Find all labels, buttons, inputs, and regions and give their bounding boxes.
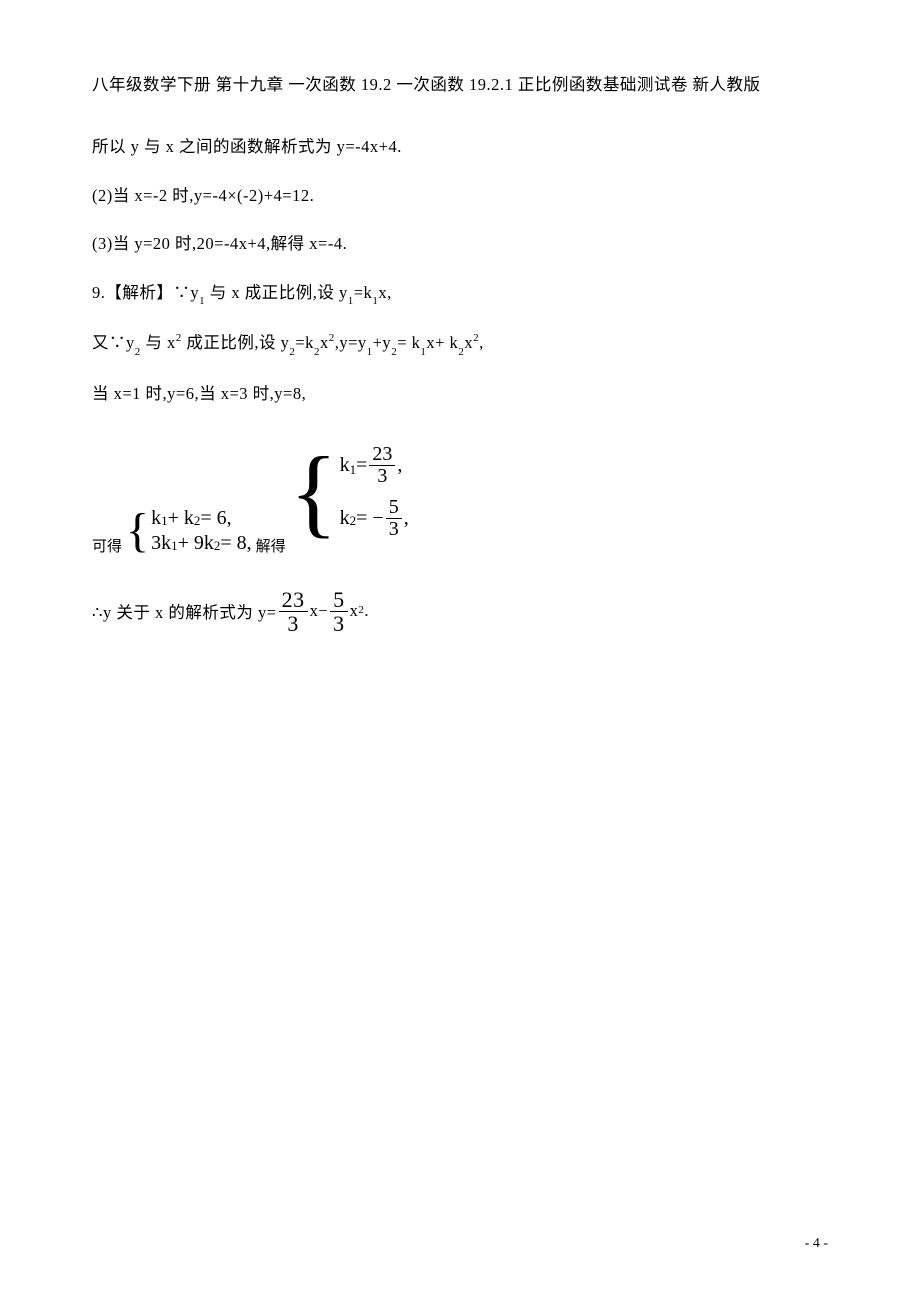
text: = 8, <box>220 531 251 556</box>
numerator: 5 <box>330 588 348 612</box>
text: x <box>320 333 329 352</box>
text: = − <box>356 507 384 529</box>
subscript: 2 <box>289 346 295 358</box>
text-mid: 解得 <box>256 535 286 560</box>
text: x <box>350 601 359 621</box>
denominator: 3 <box>330 612 348 635</box>
page-header: 八年级数学下册 第十九章 一次函数 19.2 一次函数 19.2.1 正比例函数… <box>92 72 828 98</box>
subscript: 2 <box>314 346 320 358</box>
text: 3k <box>151 531 171 556</box>
text: , <box>404 507 409 529</box>
text: = k <box>397 333 420 352</box>
text: x <box>464 333 473 352</box>
subscript: 2 <box>350 514 357 528</box>
text: = 6, <box>200 506 231 531</box>
text: k <box>151 506 161 531</box>
fraction: 23 3 <box>279 588 308 635</box>
subscript: 2 <box>194 513 201 529</box>
equation-row: k1 = 23 3 , <box>340 444 409 487</box>
superscript: 2 <box>473 332 479 344</box>
body-line-3: (3)当 y=20 时,20=-4x+4,解得 x=-4. <box>92 231 828 257</box>
subscript: 1 <box>420 346 426 358</box>
superscript: 2 <box>329 332 335 344</box>
subscript: 2 <box>458 346 464 358</box>
subscript: 1 <box>348 295 354 307</box>
numerator: 23 <box>369 444 395 466</box>
text: x− <box>310 601 329 621</box>
brace-icon: { <box>290 450 338 534</box>
denominator: 3 <box>386 519 402 540</box>
text: . <box>364 601 369 621</box>
subscript: 1 <box>199 295 205 307</box>
subscript: 2 <box>391 346 397 358</box>
fraction: 5 3 <box>330 588 348 635</box>
subscript: 1 <box>350 463 357 477</box>
body-line-4: 9.【解析】∵y1 与 x 成正比例,设 y1=k1x, <box>92 280 828 309</box>
equation-row: 3k1 + 9k2 = 8, <box>151 531 252 556</box>
text: + 9k <box>178 531 214 556</box>
segment: ∴y 关于 x 的解析式为 y= 23 3 x− 5 3 x2. <box>92 588 369 635</box>
denominator: 3 <box>284 612 302 635</box>
numerator: 23 <box>279 588 308 612</box>
text: +y <box>373 333 392 352</box>
text: , <box>397 454 402 476</box>
final-line: ∴y 关于 x 的解析式为 y= 23 3 x− 5 3 x2. <box>92 588 828 635</box>
text: x, <box>378 283 391 302</box>
fraction: 23 3 <box>369 444 395 487</box>
superscript: 2 <box>176 332 182 344</box>
equation-row: k2 = − 5 3 , <box>340 497 409 540</box>
subscript: 1 <box>367 346 373 358</box>
fraction: 5 3 <box>386 497 402 540</box>
body-line-6: 当 x=1 时,y=6,当 x=3 时,y=8, <box>92 381 828 407</box>
subscript: 1 <box>161 513 168 529</box>
body-line-5: 又∵y2 与 x2 成正比例,设 y2=k2x2,y=y1+y2= k1x+ k… <box>92 330 828 359</box>
equation-systems: 可得 { k1 + k2 = 6, 3k1 + 9k2 = 8, 解得 { k1… <box>92 430 828 560</box>
text: = <box>356 454 367 476</box>
text: k <box>340 507 350 529</box>
subscript: 1 <box>171 538 178 554</box>
text: k <box>340 454 350 476</box>
text: 与 x 成正比例,设 y <box>205 283 348 302</box>
equation-system-1: { k1 + k2 = 6, 3k1 + 9k2 = 8, <box>126 506 252 560</box>
text: + k <box>168 506 194 531</box>
text: x+ k <box>426 333 458 352</box>
text: =k <box>354 283 373 302</box>
text: , <box>479 333 484 352</box>
text: =k <box>295 333 314 352</box>
subscript: 1 <box>372 295 378 307</box>
text: ,y=y <box>335 333 367 352</box>
text: ∴y 关于 x 的解析式为 y= <box>92 599 277 623</box>
body-line-2: (2)当 x=-2 时,y=-4×(-2)+4=12. <box>92 183 828 209</box>
page: 八年级数学下册 第十九章 一次函数 19.2 一次函数 19.2.1 正比例函数… <box>0 0 920 1302</box>
page-number: - 4 - <box>805 1236 828 1252</box>
text-lead: 可得 <box>92 535 122 560</box>
text: 成正比例,设 y <box>182 333 290 352</box>
body-line-1: 所以 y 与 x 之间的函数解析式为 y=-4x+4. <box>92 134 828 160</box>
equation-row: k1 + k2 = 6, <box>151 506 252 531</box>
brace-icon: { <box>126 507 149 555</box>
subscript: 2 <box>214 538 221 554</box>
text: 又∵y <box>92 333 135 352</box>
denominator: 3 <box>374 466 390 487</box>
system-rows: k1 = 23 3 , k2 = − 5 3 , <box>340 444 409 540</box>
equation-system-2: { k1 = 23 3 , k2 = − 5 3 , <box>290 444 409 540</box>
text: 9.【解析】∵y <box>92 283 199 302</box>
numerator: 5 <box>386 497 402 519</box>
subscript: 2 <box>135 346 141 358</box>
text: 与 x <box>141 333 176 352</box>
superscript: 2 <box>358 604 364 616</box>
system-rows: k1 + k2 = 6, 3k1 + 9k2 = 8, <box>151 506 252 556</box>
